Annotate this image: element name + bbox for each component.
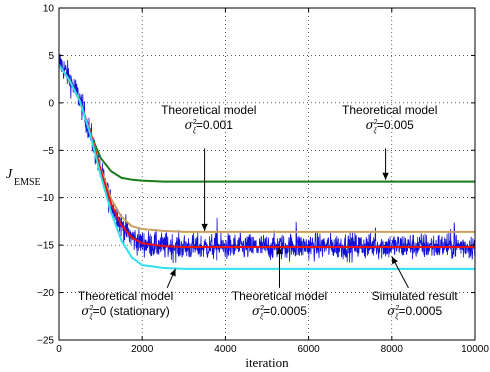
annotation-value: σ2 ξ=0.001 bbox=[185, 118, 234, 135]
series-line-simulated bbox=[58, 53, 476, 264]
plot-background bbox=[59, 8, 475, 340]
arrow-head bbox=[276, 247, 283, 255]
y-tick-label: −10 bbox=[37, 193, 54, 204]
series-line-4 bbox=[58, 64, 475, 270]
y-tick-label: 0 bbox=[48, 98, 54, 109]
annotation-value: σ2 ξ=0.005 bbox=[366, 118, 415, 135]
y-axis-label-subscript: EMSE bbox=[14, 177, 41, 188]
series-line-1 bbox=[58, 64, 475, 183]
annotation-value: σ2 ξ=0 (stationary) bbox=[81, 304, 169, 321]
y-tick-label: 10 bbox=[43, 4, 55, 15]
arrow-head bbox=[201, 223, 208, 231]
annotation-title: Theoretical model bbox=[232, 289, 327, 303]
series-layer bbox=[58, 53, 476, 270]
x-tick-label: 4000 bbox=[214, 344, 237, 355]
annotation-title: Theoretical model bbox=[342, 103, 437, 117]
x-tick-label: 8000 bbox=[381, 344, 404, 355]
y-tick-label: −15 bbox=[37, 241, 54, 252]
arrow-head bbox=[382, 172, 389, 180]
arrow-head bbox=[169, 268, 176, 277]
arrow-head bbox=[391, 256, 398, 265]
annotation-value: σ2 ξ=0.0005 bbox=[387, 304, 442, 321]
annotation-title: Simulated result bbox=[372, 289, 459, 303]
series-line-2 bbox=[58, 64, 475, 233]
plot-frame bbox=[58, 7, 476, 341]
annotation-title: Theoretical model bbox=[161, 103, 256, 117]
annotation-title: Theoretical model bbox=[78, 289, 173, 303]
axis-ticks: 0 2000 4000 6000 8000 10000 −25 −20 −15 −10 −5 0 5 10 bbox=[37, 4, 489, 356]
y-tick-label: −25 bbox=[37, 336, 54, 347]
y-axis-label: J bbox=[6, 167, 13, 182]
y-tick-label: −20 bbox=[37, 288, 54, 299]
x-tick-label: 0 bbox=[56, 344, 62, 355]
annotation-value: σ2 ξ=0.0005 bbox=[252, 304, 307, 321]
series-line-3 bbox=[58, 64, 475, 249]
x-tick-label: 2000 bbox=[131, 344, 154, 355]
x-tick-label: 6000 bbox=[297, 344, 320, 355]
y-tick-label: 5 bbox=[48, 51, 54, 62]
y-tick-label: −5 bbox=[43, 146, 55, 157]
x-axis-label: iteration bbox=[245, 355, 289, 370]
x-tick-label: 10000 bbox=[461, 344, 489, 355]
